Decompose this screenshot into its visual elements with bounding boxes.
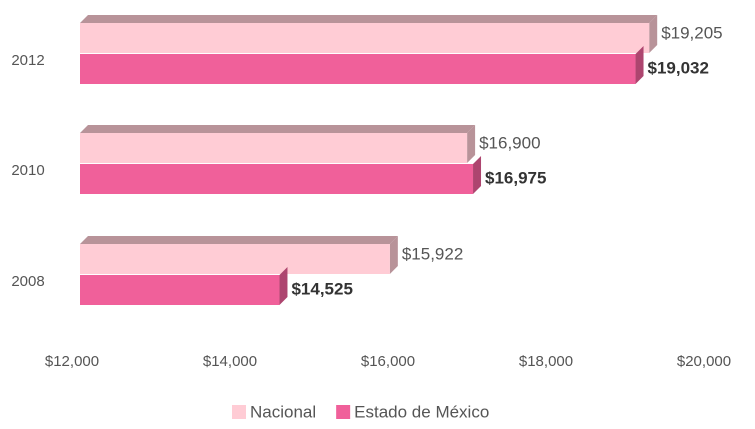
y-tick-label: 2008 [11, 273, 44, 290]
bar-top [80, 125, 476, 133]
value-label: $19,205 [661, 23, 722, 42]
bar [80, 244, 390, 274]
legend-swatch [232, 405, 246, 419]
bar [80, 133, 468, 163]
bar [80, 54, 636, 84]
x-tick-label: $16,000 [361, 353, 415, 370]
bar-side [279, 267, 288, 305]
legend-label: Estado de México [354, 402, 489, 421]
y-tick-label: 2012 [11, 52, 44, 69]
bar-top [80, 236, 398, 244]
value-label: $14,525 [291, 279, 352, 298]
value-label: $19,032 [648, 58, 709, 77]
x-tick-label: $14,000 [203, 353, 257, 370]
legend-swatch [336, 405, 351, 419]
bar-side [473, 156, 482, 194]
bar-side [649, 15, 658, 53]
legend-label: Nacional [250, 402, 316, 421]
y-tick-label: 2010 [11, 162, 44, 179]
value-label: $16,975 [485, 168, 546, 187]
bar-top [80, 15, 658, 23]
bar [80, 164, 474, 194]
bar-side [389, 236, 398, 274]
bar [80, 23, 650, 53]
x-tick-label: $18,000 [519, 353, 573, 370]
x-tick-label: $20,000 [677, 353, 731, 370]
x-tick-label: $12,000 [45, 353, 99, 370]
bar-side [467, 125, 476, 163]
value-label: $15,922 [402, 244, 463, 263]
bar-side [635, 46, 644, 84]
value-label: $16,900 [479, 133, 540, 152]
bar [80, 275, 280, 305]
